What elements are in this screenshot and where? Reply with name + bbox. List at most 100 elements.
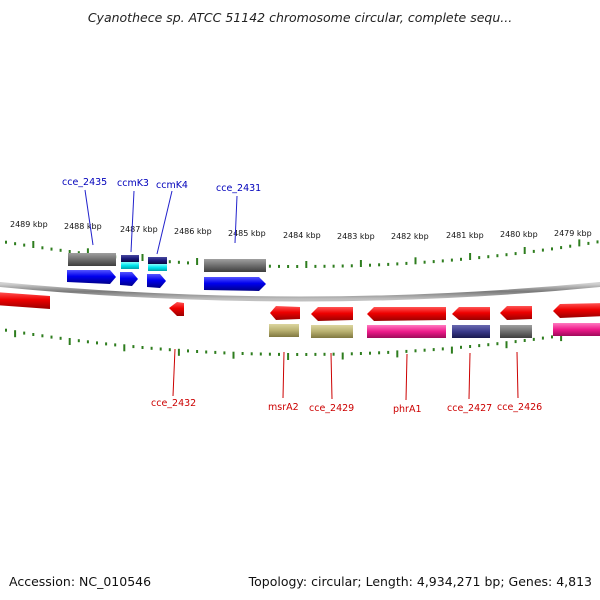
gene-block-slate[interactable] bbox=[452, 325, 490, 338]
scale-minor-tick bbox=[214, 350, 217, 354]
gene-label-cce-2432[interactable]: cce_2432 bbox=[151, 398, 196, 409]
scale-minor-tick bbox=[259, 352, 262, 356]
scale-minor-tick bbox=[296, 265, 299, 268]
scale-minor-tick bbox=[177, 260, 180, 264]
scale-major-tick bbox=[341, 352, 344, 360]
gene-label-cce-2435[interactable]: cce_2435 bbox=[62, 177, 107, 188]
scale-minor-tick bbox=[523, 339, 526, 342]
scale-minor-tick bbox=[14, 242, 17, 246]
gene-block-magenta[interactable] bbox=[367, 325, 446, 338]
scale-minor-tick bbox=[496, 342, 499, 346]
scale-minor-tick bbox=[514, 252, 517, 256]
gene-arrow-phra1[interactable] bbox=[367, 307, 446, 321]
scale-major-tick bbox=[86, 248, 89, 256]
gene-arrow-cce-2426[interactable] bbox=[500, 306, 532, 320]
scale-minor-tick bbox=[496, 254, 499, 258]
map-title: Cyanothece sp. ATCC 51142 chromosome cir… bbox=[87, 10, 513, 25]
scale-labels: 2489 kbp 2488 kbp 2487 kbp 2486 kbp 2485… bbox=[10, 220, 592, 241]
gene-label-cce-2429[interactable]: cce_2429 bbox=[309, 403, 354, 414]
scale-major-tick bbox=[396, 350, 399, 358]
scale-minor-tick bbox=[77, 339, 80, 343]
scale-minor-tick bbox=[350, 352, 353, 356]
gene-label-cce-2426[interactable]: cce_2426 bbox=[497, 402, 542, 413]
accession-text: Accession: NC_010546 bbox=[9, 574, 152, 589]
scale-major-tick bbox=[305, 261, 308, 268]
gene-block-gray[interactable] bbox=[204, 259, 266, 272]
gene-arrow-red[interactable] bbox=[553, 303, 600, 318]
gene-label-cce-2427[interactable]: cce_2427 bbox=[447, 403, 492, 414]
scale-minor-tick bbox=[86, 340, 89, 344]
gene-block-navy[interactable] bbox=[148, 257, 167, 264]
gene-arrow-cce-2431[interactable] bbox=[204, 277, 266, 291]
gene-arrow-red[interactable] bbox=[0, 292, 50, 309]
gene-label-phra1[interactable]: phrA1 bbox=[393, 404, 422, 415]
scale-major-tick bbox=[414, 257, 417, 265]
scale-major-tick bbox=[578, 239, 581, 247]
gene-block-khaki[interactable] bbox=[311, 325, 353, 338]
scale-major-tick bbox=[68, 338, 71, 345]
gene-block-gray[interactable] bbox=[500, 325, 532, 338]
scale-minor-tick bbox=[287, 265, 290, 268]
scale-minor-tick bbox=[23, 243, 26, 247]
scale-minor-tick bbox=[387, 350, 390, 354]
scale-minor-tick bbox=[105, 342, 108, 346]
gene-label-ccmk4[interactable]: ccmK4 bbox=[156, 180, 188, 191]
scale-major-tick bbox=[450, 346, 453, 354]
gene-block-khaki[interactable] bbox=[269, 324, 299, 337]
gene-label-cce-2431[interactable]: cce_2431 bbox=[216, 183, 261, 194]
scale-minor-tick bbox=[587, 241, 590, 245]
gene-arrow-cce-2427[interactable] bbox=[452, 307, 490, 320]
scale-minor-tick bbox=[423, 348, 426, 352]
scale-minor-tick bbox=[187, 261, 189, 265]
tick-label: 2481 kbp bbox=[446, 231, 484, 240]
scale-minor-tick bbox=[268, 352, 271, 356]
gene-label-ccmk3[interactable]: ccmK3 bbox=[117, 178, 149, 189]
scale-minor-tick bbox=[551, 247, 553, 251]
scale-minor-tick bbox=[59, 248, 62, 252]
scale-minor-tick bbox=[560, 246, 563, 250]
tick-label: 2479 kbp bbox=[554, 229, 592, 238]
scale-minor-tick bbox=[168, 260, 171, 264]
scale-minor-tick bbox=[223, 351, 226, 355]
gene-arrow-cce-2429[interactable] bbox=[311, 307, 353, 321]
scale-minor-tick bbox=[350, 264, 353, 268]
scale-minor-tick bbox=[414, 349, 417, 353]
scale-minor-tick bbox=[405, 261, 408, 265]
scale-minor-tick bbox=[141, 346, 144, 349]
scale-minor-tick bbox=[278, 264, 280, 268]
gene-block-magenta[interactable] bbox=[553, 323, 600, 336]
gene-arrow-msra2[interactable] bbox=[270, 306, 300, 320]
scale-minor-tick bbox=[23, 331, 26, 335]
scale-minor-tick bbox=[369, 263, 371, 267]
scale-minor-tick bbox=[278, 352, 280, 356]
scale-minor-tick bbox=[59, 336, 62, 340]
gene-block-gray[interactable] bbox=[68, 253, 116, 266]
gene-arrow-ccmk4[interactable] bbox=[147, 274, 166, 288]
scale-major-tick bbox=[560, 334, 563, 342]
scale-minor-tick bbox=[332, 352, 335, 356]
gene-block-navy[interactable] bbox=[121, 255, 139, 262]
scale-minor-tick bbox=[596, 240, 599, 244]
scale-minor-tick bbox=[205, 350, 208, 354]
scale-minor-tick bbox=[505, 253, 508, 257]
scale-minor-tick bbox=[314, 352, 317, 356]
scale-minor-tick bbox=[359, 352, 362, 355]
gene-arrow-ccmk3[interactable] bbox=[120, 272, 138, 286]
scale-minor-tick bbox=[268, 264, 271, 268]
scale-major-tick bbox=[32, 241, 35, 248]
gene-arrow-cce-2435[interactable] bbox=[67, 270, 116, 284]
scale-minor-tick bbox=[32, 333, 35, 336]
gene-block-cyan[interactable] bbox=[148, 264, 167, 271]
scale-minor-tick bbox=[187, 349, 189, 353]
scale-minor-tick bbox=[532, 249, 535, 253]
scale-minor-tick bbox=[332, 264, 335, 268]
scale-major-tick bbox=[359, 260, 362, 267]
scale-minor-tick bbox=[514, 340, 517, 344]
gene-arrow-cce-2432[interactable] bbox=[169, 302, 184, 316]
leader-lines-top bbox=[84, 189, 238, 255]
gene-label-msra2[interactable]: msrA2 bbox=[268, 402, 299, 413]
gene-block-cyan[interactable] bbox=[121, 262, 139, 269]
scale-minor-tick bbox=[532, 337, 535, 341]
scale-minor-tick bbox=[323, 264, 326, 268]
